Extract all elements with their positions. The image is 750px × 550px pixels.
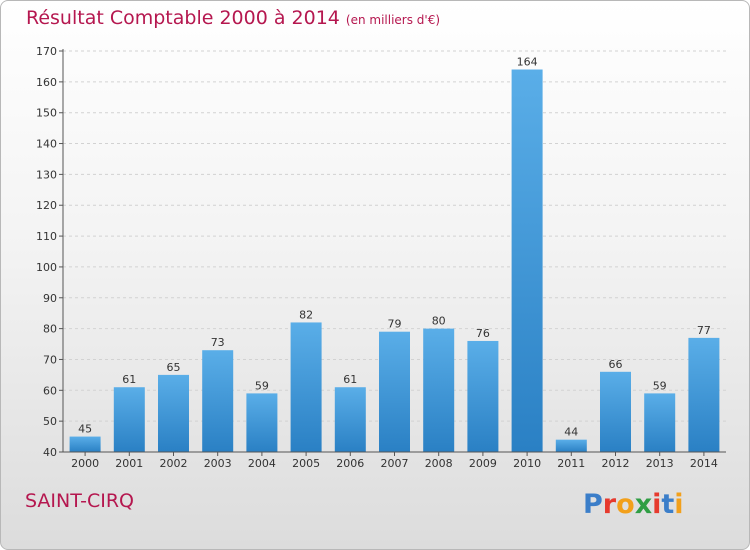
bar-value-label: 44 [564, 426, 578, 439]
x-tick-label: 2014 [690, 457, 718, 470]
x-tick-label: 2008 [425, 457, 453, 470]
city-name: SAINT-CIRQ [25, 490, 134, 512]
bar [158, 374, 189, 452]
logo-letter: t [661, 489, 675, 520]
y-tick-label: 90 [43, 292, 57, 305]
proxiti-logo: Proxiti [583, 489, 684, 520]
x-tick-label: 2000 [71, 457, 99, 470]
title-text: Résultat Comptable 2000 à 2014 [26, 7, 340, 29]
bar [688, 337, 720, 452]
x-tick-label: 2002 [160, 457, 188, 470]
bar [202, 350, 234, 452]
logo-letter: i [674, 489, 684, 520]
bar-value-label: 73 [211, 336, 225, 349]
logo-letter: i [652, 489, 662, 520]
x-tick-label: 2010 [513, 457, 541, 470]
bar-value-label: 79 [388, 318, 402, 331]
y-tick-label: 60 [43, 384, 57, 397]
chart-title: Résultat Comptable 2000 à 2014 (en millie… [26, 7, 440, 29]
bar-value-label: 61 [122, 373, 136, 386]
x-tick-label: 2007 [381, 457, 409, 470]
bar [467, 340, 499, 452]
bar-value-label: 59 [653, 379, 667, 392]
bar-value-label: 59 [255, 379, 269, 392]
bar-value-label: 65 [167, 361, 181, 374]
bar-value-label: 61 [343, 373, 357, 386]
x-tick-label: 2011 [557, 457, 585, 470]
bar [113, 387, 145, 452]
y-tick-label: 120 [36, 199, 57, 212]
bar-value-label: 45 [78, 423, 92, 436]
logo-letter: P [583, 489, 603, 520]
bar [334, 387, 366, 452]
x-tick-label: 2005 [292, 457, 320, 470]
axis-layer: 40 50 60 70 80 90 100 110 120 130 140 150 160 170 2000… [36, 45, 726, 470]
bar [69, 436, 101, 452]
logo-letter: o [616, 489, 635, 520]
y-tick-label: 140 [36, 138, 57, 151]
y-tick-label: 100 [36, 261, 57, 274]
bar [644, 393, 676, 452]
y-tick-label: 170 [36, 45, 57, 58]
bar-value-label: 66 [609, 358, 623, 371]
x-tick-label: 2001 [115, 457, 143, 470]
x-tick-label: 2013 [646, 457, 674, 470]
x-tick-label: 2003 [204, 457, 232, 470]
bar [600, 371, 631, 452]
bar-value-label: 82 [299, 308, 313, 321]
bar-value-label: 76 [476, 327, 490, 340]
subtitle-text: (en milliers d'€) [345, 13, 441, 27]
bar [246, 393, 278, 452]
bar [290, 322, 322, 452]
bar-value-label: 164 [517, 56, 538, 69]
bar-value-label: 77 [697, 324, 711, 337]
x-tick-label: 2009 [469, 457, 497, 470]
y-tick-label: 80 [43, 323, 57, 336]
y-tick-label: 130 [36, 168, 57, 181]
y-tick-label: 150 [36, 107, 57, 120]
bar-value-label: 80 [432, 315, 446, 328]
y-tick-label: 70 [43, 353, 57, 366]
x-tick-label: 2012 [602, 457, 630, 470]
x-tick-label: 2004 [248, 457, 276, 470]
x-tick-label: 2006 [336, 457, 364, 470]
y-tick-label: 160 [36, 76, 57, 89]
y-tick-label: 40 [43, 446, 57, 459]
y-tick-label: 50 [43, 415, 57, 428]
bar [511, 69, 543, 452]
bar-layer [69, 69, 720, 452]
bar [379, 331, 410, 452]
logo-letter: r [602, 489, 617, 520]
logo-letter: x [634, 489, 653, 520]
bar [555, 439, 587, 452]
label-layer: 45 61 65 73 59 82 61 79 80 76 164 44 66 59 77 [78, 56, 711, 439]
y-tick-label: 110 [36, 230, 57, 243]
bar [423, 328, 455, 452]
